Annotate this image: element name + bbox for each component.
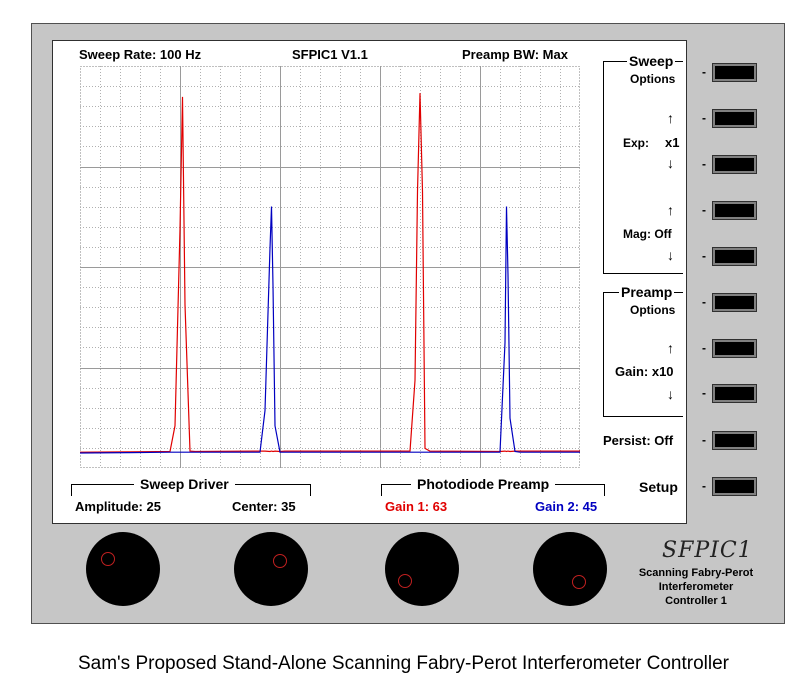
- plot-traces: [80, 93, 580, 454]
- softkey-9-marker: -: [702, 433, 706, 447]
- plot-grid: [80, 66, 580, 468]
- oscilloscope-trace: [80, 66, 580, 468]
- softkey-5-marker: -: [702, 249, 706, 263]
- softkey-6-marker: -: [702, 295, 706, 309]
- softkey-gain-up[interactable]: [713, 340, 756, 357]
- figure-caption: Sam's Proposed Stand-Alone Scanning Fabr…: [77, 653, 729, 674]
- brand-line-2: Interferometer: [658, 581, 734, 593]
- sweep-center-knob[interactable]: [234, 532, 308, 606]
- softkey-10-marker: -: [702, 479, 706, 493]
- knob-indicator: [101, 552, 115, 566]
- sweep-driver-heading: Sweep Driver: [134, 476, 235, 492]
- softkey-exp-up[interactable]: [713, 110, 756, 127]
- softkey-mag-down[interactable]: [713, 248, 756, 265]
- brand-logo: SFPIC1: [662, 538, 753, 563]
- firmware-title: SFPIC1 V1.1: [292, 47, 368, 62]
- gain1-value: Gain 1: 63: [385, 499, 448, 514]
- exp-value: x1: [665, 135, 680, 150]
- knob-indicator: [398, 574, 412, 588]
- softkey-setup[interactable]: [713, 478, 756, 495]
- exp-up-arrow-icon: ↑: [667, 110, 674, 126]
- trace-channel-2: [80, 206, 580, 454]
- softkey-persist[interactable]: [713, 432, 756, 449]
- softkey-8-marker: -: [702, 386, 706, 400]
- gain-up-arrow-icon: ↑: [667, 340, 674, 356]
- photodiode-preamp-heading: Photodiode Preamp: [411, 476, 556, 492]
- sweep-rate-label: Sweep Rate: 100 Hz: [79, 47, 202, 62]
- center-value: Center: 35: [232, 499, 296, 514]
- preamp-gain-label: Gain: x10: [615, 364, 674, 379]
- preamp-bw-label: Preamp BW: Max: [462, 47, 568, 62]
- softkey-mag-up[interactable]: [713, 202, 756, 219]
- softkey-2-marker: -: [702, 111, 706, 125]
- softkey-gain-down[interactable]: [713, 385, 756, 402]
- preamp-options-subheading: Options: [630, 303, 676, 317]
- setup-label: Setup: [639, 479, 678, 495]
- softkey-preamp-options[interactable]: [713, 294, 756, 311]
- lcd-screen: Sweep Rate: 100 Hz SFPIC1 V1.1 Preamp BW…: [52, 40, 687, 524]
- persist-label: Persist: Off: [603, 433, 674, 448]
- gain2-value: Gain 2: 45: [535, 499, 598, 514]
- preamp-options-heading: Preamp: [619, 284, 675, 300]
- gain1-knob[interactable]: [385, 532, 459, 606]
- trace-channel-1: [80, 93, 580, 453]
- softkey-4-marker: -: [702, 203, 706, 217]
- gain-down-arrow-icon: ↓: [667, 386, 674, 402]
- sweep-amplitude-knob[interactable]: [86, 532, 160, 606]
- amplitude-value: Amplitude: 25: [75, 499, 161, 514]
- softkey-3-marker: -: [702, 157, 706, 171]
- brand-line-3: Controller 1: [665, 595, 727, 607]
- knob-indicator: [572, 575, 586, 589]
- softkey-exp-down[interactable]: [713, 156, 756, 173]
- mag-up-arrow-icon: ↑: [667, 202, 674, 218]
- exp-label: Exp:: [623, 136, 650, 150]
- sweep-options-subheading: Options: [630, 72, 676, 86]
- sweep-options-heading: Sweep: [627, 53, 676, 69]
- exp-down-arrow-icon: ↓: [667, 155, 674, 171]
- mag-down-arrow-icon: ↓: [667, 247, 674, 263]
- softkey-7-marker: -: [702, 341, 706, 355]
- softkey-1-marker: -: [702, 65, 706, 79]
- brand-line-1: Scanning Fabry-Perot: [638, 567, 754, 579]
- gain2-knob[interactable]: [533, 532, 607, 606]
- knob-indicator: [273, 554, 287, 568]
- softkey-sweep-options[interactable]: [713, 64, 756, 81]
- mag-label: Mag: Off: [623, 227, 672, 241]
